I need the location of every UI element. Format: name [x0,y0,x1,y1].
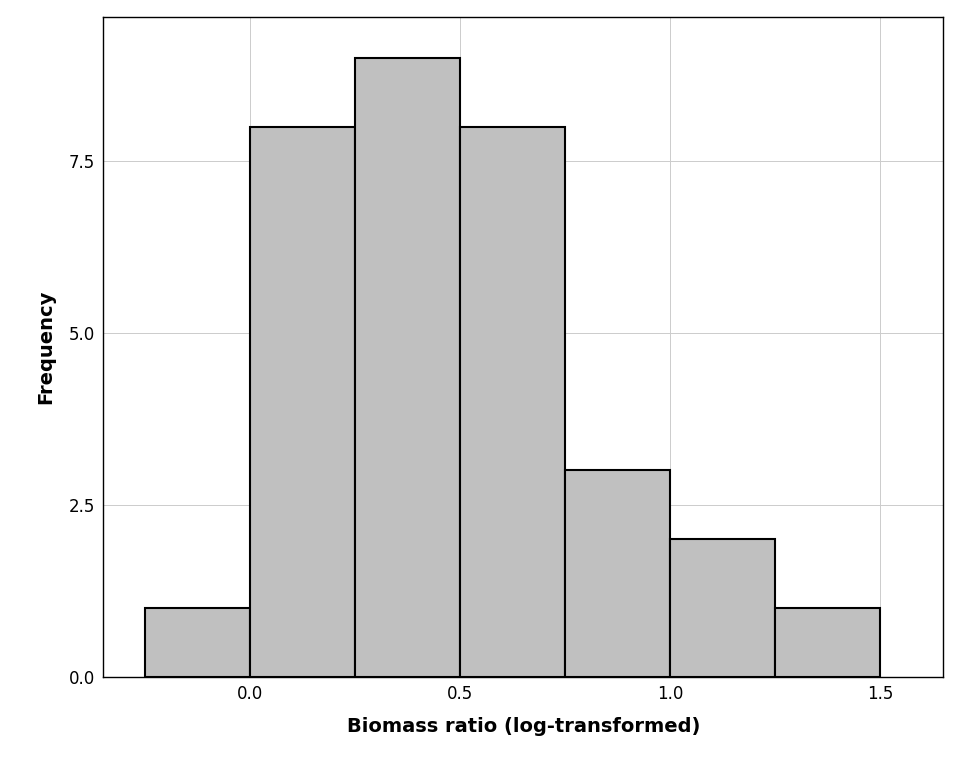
Bar [355,58,461,677]
Y-axis label: Frequency: Frequency [36,290,55,404]
Bar [565,471,670,677]
Bar [251,127,355,677]
Bar [776,608,880,677]
Bar [461,127,565,677]
X-axis label: Biomass ratio (log-transformed): Biomass ratio (log-transformed) [347,717,700,736]
Bar [146,608,251,677]
Bar [670,539,776,677]
